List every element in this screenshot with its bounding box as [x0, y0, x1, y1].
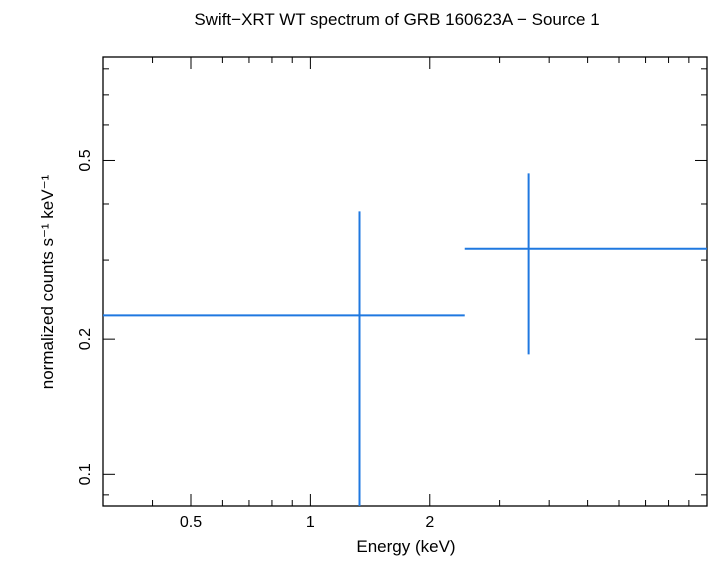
data-point-2 [464, 173, 707, 355]
axis-ticks: 0.5 1 2 0.1 0.2 0.5 [77, 57, 707, 531]
x-tick-label: 2 [425, 514, 434, 531]
y-tick-label: 0.5 [77, 149, 94, 171]
axes [102, 56, 708, 507]
y-tick-label: 0.2 [77, 328, 94, 350]
plot-frame [102, 56, 708, 507]
data-points [103, 173, 707, 506]
y-tick-label: 0.1 [77, 463, 94, 485]
data-point-1 [103, 211, 465, 506]
chart-title: Swift−XRT WT spectrum of GRB 160623A − S… [194, 10, 599, 29]
x-tick-label: 0.5 [180, 514, 202, 531]
x-axis-label: Energy (keV) [356, 537, 455, 556]
x-tick-label: 1 [306, 514, 315, 531]
y-axis-label: normalized counts s⁻¹ keV⁻¹ [38, 174, 57, 389]
